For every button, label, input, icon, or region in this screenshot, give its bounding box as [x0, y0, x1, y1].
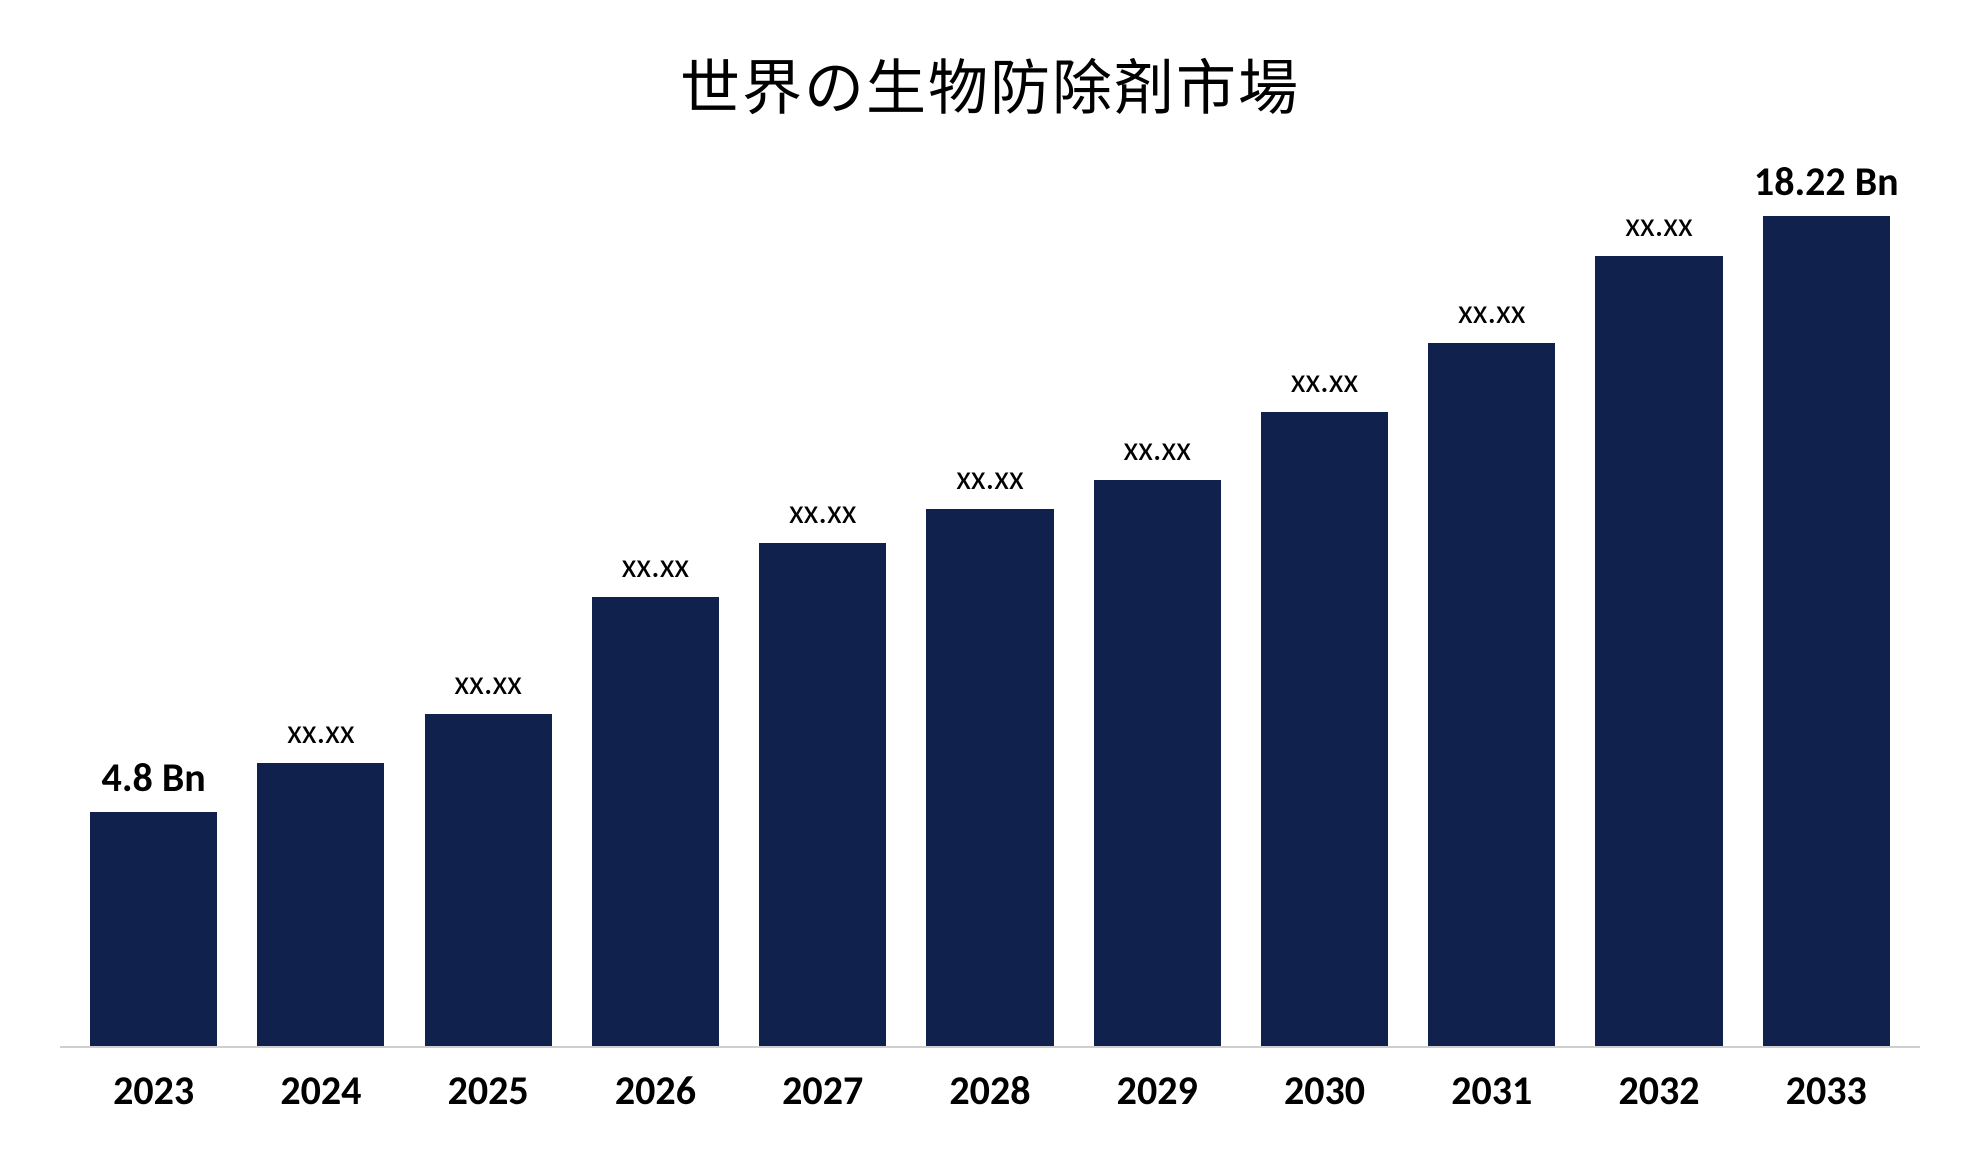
bar — [425, 714, 552, 1046]
x-axis-label: 2032 — [1575, 1066, 1742, 1115]
bar-slot: xx.xx — [1408, 157, 1575, 1046]
value-label: xx.xx — [1625, 205, 1693, 246]
x-axis-label: 2023 — [70, 1066, 237, 1115]
x-axis-label: 2025 — [405, 1066, 572, 1115]
chart-container: 世界の生物防除剤市場 4.8 Bn xx.xx xx.xx xx.xx xx.xx xx.… — [0, 0, 1980, 1155]
x-axis-label: 2026 — [572, 1066, 739, 1115]
x-axis-label: 2029 — [1074, 1066, 1241, 1115]
value-label: xx.xx — [454, 663, 522, 704]
bar-slot: xx.xx — [1575, 157, 1742, 1046]
value-label: 18.22 Bn — [1754, 157, 1899, 206]
chart-title: 世界の生物防除剤市場 — [680, 40, 1300, 127]
bar-slot: xx.xx — [237, 157, 404, 1046]
value-label: xx.xx — [1123, 429, 1191, 470]
bar — [257, 763, 384, 1046]
value-label: xx.xx — [956, 458, 1024, 499]
bar-slot: 18.22 Bn — [1743, 157, 1910, 1046]
plot-area: 4.8 Bn xx.xx xx.xx xx.xx xx.xx xx.xx xx.xx xx.x… — [60, 157, 1920, 1115]
bar-slot: xx.xx — [572, 157, 739, 1046]
bar — [1261, 412, 1388, 1046]
bar — [759, 543, 886, 1046]
value-label: xx.xx — [1291, 361, 1359, 402]
bar-slot: xx.xx — [1241, 157, 1408, 1046]
bar-slot: 4.8 Bn — [70, 157, 237, 1046]
x-axis-label: 2030 — [1241, 1066, 1408, 1115]
bar — [1094, 480, 1221, 1046]
x-axis-label: 2033 — [1743, 1066, 1910, 1115]
bar-slot: xx.xx — [405, 157, 572, 1046]
value-label: xx.xx — [1458, 292, 1526, 333]
bar — [90, 812, 217, 1046]
bar — [926, 509, 1053, 1046]
value-label: xx.xx — [287, 712, 355, 753]
value-label: xx.xx — [622, 546, 690, 587]
x-axis-label: 2024 — [237, 1066, 404, 1115]
bar — [1763, 216, 1890, 1046]
bar — [1428, 343, 1555, 1046]
bar-slot: xx.xx — [906, 157, 1073, 1046]
x-axis-label: 2031 — [1408, 1066, 1575, 1115]
value-label: xx.xx — [789, 492, 857, 533]
value-label: 4.8 Bn — [102, 753, 206, 802]
x-axis-labels: 2023202420252026202720282029203020312032… — [60, 1048, 1920, 1115]
bar-slot: xx.xx — [1074, 157, 1241, 1046]
bars-row: 4.8 Bn xx.xx xx.xx xx.xx xx.xx xx.xx xx.xx xx.x… — [60, 157, 1920, 1048]
bar — [1595, 256, 1722, 1046]
bar-slot: xx.xx — [739, 157, 906, 1046]
bar — [592, 597, 719, 1046]
x-axis-label: 2027 — [739, 1066, 906, 1115]
x-axis-label: 2028 — [906, 1066, 1073, 1115]
